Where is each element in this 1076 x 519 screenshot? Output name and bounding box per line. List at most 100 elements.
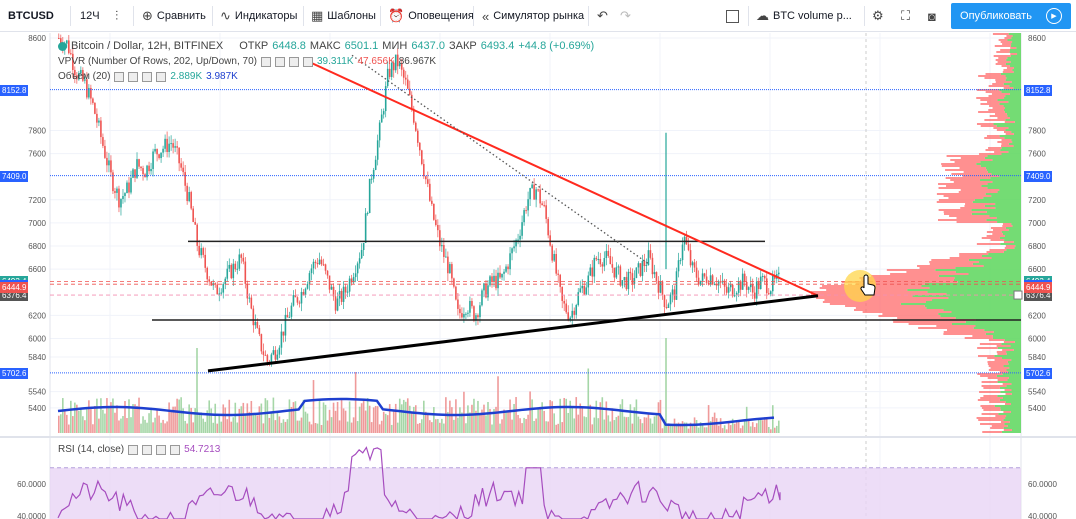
chart-area[interactable]: 60.0000 60.0000 40.0000 40.0000 5400 5400 554… — [0, 33, 1076, 519]
candle-body — [408, 88, 411, 95]
volume-bar — [699, 422, 702, 433]
volume-bar — [344, 410, 347, 433]
volume-bar — [356, 421, 359, 433]
vpvr-down-bar — [845, 305, 925, 307]
vpvr-up-bar — [1012, 69, 1021, 71]
volume-bar — [653, 416, 656, 433]
symbol-search[interactable]: BTCUSD — [8, 10, 54, 22]
rsi-label[interactable]: RSI (14, close) — [58, 444, 125, 455]
price-tag: 5702.6 — [0, 367, 29, 379]
volume-bar — [573, 418, 576, 433]
vpvr-up-bar — [912, 295, 1021, 297]
candle-body — [102, 137, 104, 146]
candle-body — [210, 281, 213, 286]
more-icon[interactable] — [302, 56, 313, 67]
volume-bar — [128, 399, 130, 433]
vpvr-down-bar — [959, 167, 986, 169]
vpvr-down-bar — [960, 157, 985, 159]
candle-body — [533, 184, 535, 200]
vpvr-up-bar — [1013, 133, 1021, 135]
vpvr-up-bar — [968, 273, 1021, 275]
volume-bar — [777, 420, 780, 433]
volume-bar — [557, 423, 559, 433]
trendlines[interactable] — [152, 54, 1023, 373]
vpvr-label[interactable]: VPVR (Number Of Rows, 202, Up/Down, 70) — [58, 56, 257, 67]
alerts-button[interactable]: ⏰ Оповещения — [388, 8, 474, 23]
volume-bar — [757, 417, 760, 433]
eye-icon[interactable] — [260, 56, 271, 67]
y-tick-label-left: 7200 — [28, 196, 46, 205]
more-icon[interactable] — [170, 444, 181, 455]
volume-bar — [322, 402, 325, 433]
y-tick-label-left: 6600 — [28, 265, 46, 274]
fullscreen-button[interactable]: ⛶ — [901, 0, 910, 32]
undo-button[interactable]: ↶ — [597, 0, 608, 32]
redo-button[interactable]: ↷ — [620, 0, 631, 32]
volume-bar — [404, 401, 407, 433]
volume-bar — [521, 423, 523, 433]
price-levels[interactable] — [50, 89, 1021, 374]
candle-body — [491, 276, 493, 282]
publish-button[interactable]: Опубликовать ▶ — [951, 3, 1071, 29]
indicators-button[interactable]: ∿ Индикаторы — [220, 8, 298, 23]
vpvr-down-bar — [991, 425, 1008, 427]
close-icon[interactable] — [142, 71, 153, 82]
chart-type-button[interactable]: ⫶ — [115, 0, 118, 32]
y-tick-label-right: 7000 — [1028, 219, 1046, 228]
candle-body — [757, 281, 760, 289]
volume-bar — [663, 419, 666, 433]
interval-button[interactable]: 12Ч — [80, 10, 100, 22]
candle-body — [260, 334, 263, 352]
candle-body — [132, 169, 134, 178]
volume-bar — [90, 409, 92, 433]
gear-icon[interactable] — [142, 444, 153, 455]
vpvr-down-bar — [1004, 247, 1015, 249]
close-icon[interactable] — [156, 444, 167, 455]
volume-bar — [495, 406, 497, 433]
candle-body — [300, 291, 303, 304]
templates-button[interactable]: ▦ Шаблоны — [311, 8, 376, 23]
volume-bar — [677, 422, 680, 433]
volume-bar — [68, 424, 70, 433]
vpvr-up-bar — [992, 159, 1021, 161]
candle-body — [619, 266, 622, 286]
vpvr-down-bar — [996, 51, 1010, 53]
settings-button[interactable]: ⚙ — [872, 0, 884, 32]
checkbox-toggle[interactable] — [726, 0, 739, 32]
vpvr-down-bar — [978, 111, 1005, 113]
volume-bar — [555, 424, 557, 433]
vpvr-up-bar — [1010, 403, 1021, 405]
vpvr-down-bar — [906, 271, 956, 273]
volume-bar — [332, 402, 335, 433]
candle-body — [727, 287, 730, 293]
candle-body — [406, 79, 409, 89]
gear-icon[interactable] — [274, 56, 285, 67]
volume-bar — [240, 406, 243, 433]
toolbar-divider — [133, 6, 134, 26]
volume-bar — [214, 403, 217, 433]
candle-body — [685, 236, 688, 245]
gear-icon[interactable] — [128, 71, 139, 82]
vpvr-down-bar — [1001, 143, 1009, 145]
snapshot-button[interactable]: ◙ — [928, 0, 936, 32]
eye-icon[interactable] — [128, 444, 139, 455]
eye-icon[interactable] — [114, 71, 125, 82]
vpvr-up-bar — [1001, 343, 1021, 345]
candle-body — [266, 355, 269, 362]
indicator-select[interactable]: ☁ BTC volume p... — [756, 8, 852, 23]
candle-body — [258, 327, 261, 335]
volume-bar — [505, 410, 507, 433]
compare-button[interactable]: ⊕ Сравнить — [142, 8, 206, 23]
vpvr-up-bar — [1003, 83, 1021, 85]
volume-bars — [58, 338, 780, 433]
candle-body — [394, 54, 397, 71]
pane-separator[interactable] — [0, 436, 1076, 438]
close-icon[interactable] — [288, 56, 299, 67]
candle-body — [473, 306, 475, 321]
volume-label[interactable]: Объем (20) — [58, 71, 111, 82]
vpvr-up-bar — [1012, 225, 1021, 227]
vpvr-up-bar — [1008, 377, 1021, 379]
more-icon[interactable] — [156, 71, 167, 82]
replay-button[interactable]: «Симулятор рынка — [482, 8, 585, 24]
candle-body — [404, 77, 407, 80]
